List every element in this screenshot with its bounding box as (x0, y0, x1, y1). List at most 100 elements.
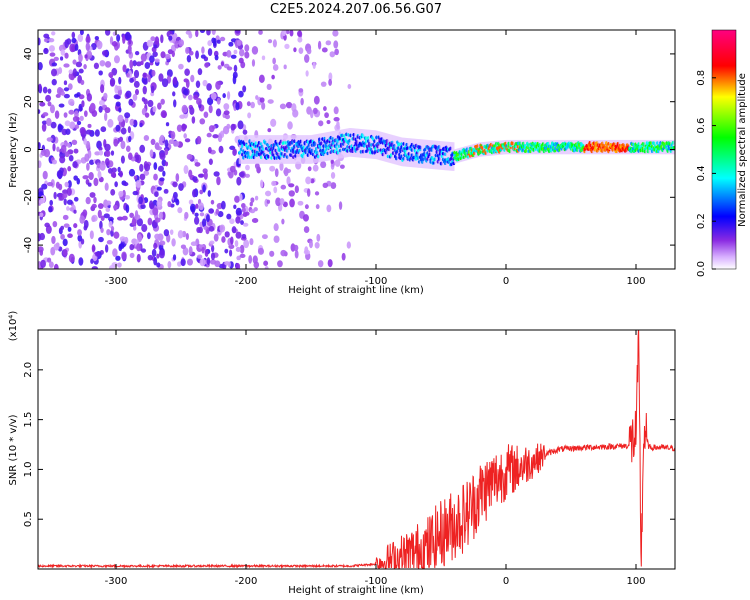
colorbar-tick-label: 0.6 (696, 118, 707, 134)
heatmap-cell (118, 136, 124, 142)
heatmap-cell (164, 148, 169, 156)
heatmap-cell (224, 114, 231, 120)
heatmap-cell (99, 220, 103, 230)
heatmap-cell (152, 105, 157, 113)
heatmap-cell (40, 259, 46, 268)
heatmap-halo (483, 141, 485, 157)
heatmap-cell (100, 84, 105, 94)
colorbar (711, 29, 737, 270)
heatmap-cell (127, 126, 131, 134)
heatmap-cell (122, 189, 126, 198)
heatmap-cell (296, 30, 302, 37)
heatmap-halo (313, 134, 316, 164)
heatmap-cell (207, 190, 211, 197)
heatmap-cell (250, 101, 255, 109)
heatmap-cell (58, 103, 65, 108)
heatmap-cell (188, 246, 193, 255)
heatmap-halo (389, 134, 392, 164)
heatmap-cell (199, 118, 206, 125)
heatmap-cell (49, 52, 56, 57)
heatmap-cell (208, 104, 213, 114)
heatmap-halo (365, 129, 368, 159)
heatmap-cell (79, 115, 84, 122)
heatmap-cell (312, 107, 318, 115)
heatmap-cell (80, 79, 85, 86)
heatmap-cell (64, 181, 69, 188)
heatmap-cell (43, 37, 48, 43)
heatmap-cell (63, 63, 70, 68)
heatmap-cell (272, 57, 276, 65)
heatmap-cell (318, 120, 324, 127)
heatmap-cell (210, 92, 217, 100)
heatmap-cell (181, 104, 188, 114)
heatmap-cell (142, 72, 147, 78)
heatmap-cell (54, 110, 60, 119)
heatmap-cell (281, 30, 287, 37)
heatmap-cell (73, 196, 79, 202)
heatmap-cell (151, 69, 156, 77)
heatmap-cell (242, 222, 249, 227)
heatmap-cell (152, 220, 157, 227)
bottom-axis-ticks: -300 -200 -100 0 100 0.5 1.0 1.5 2.0 (23, 330, 675, 587)
heatmap-cell (48, 206, 53, 213)
heatmap-cell (150, 36, 156, 42)
heatmap-cell (133, 80, 140, 88)
heatmap-cell (258, 74, 265, 84)
heatmap-cell (194, 212, 199, 217)
heatmap-cell (180, 258, 186, 267)
heatmap-cell (53, 56, 59, 61)
heatmap-cell (47, 257, 52, 263)
heatmap-cell (132, 60, 137, 67)
heatmap-cell (39, 101, 46, 107)
heatmap-halo (432, 140, 434, 170)
heatmap-cell (178, 39, 184, 47)
top-y-tick-label: 40 (23, 48, 34, 61)
heatmap-cell (164, 161, 169, 167)
heatmap-cell (136, 218, 143, 227)
heatmap-cell (67, 142, 71, 148)
heatmap-cell (315, 204, 320, 210)
heatmap-cell (199, 189, 204, 195)
heatmap-cell (207, 48, 213, 56)
heatmap-cell (104, 182, 109, 191)
heatmap-cell (56, 146, 60, 152)
heatmap-cell (333, 40, 339, 49)
colorbar-tick-label: 0.4 (696, 165, 707, 181)
heatmap-cell (320, 81, 327, 87)
heatmap-halo (238, 135, 241, 164)
heatmap-cell (347, 84, 352, 89)
heatmap-cell (246, 101, 251, 107)
heatmap-cell (74, 43, 79, 51)
heatmap-cell (136, 253, 141, 263)
heatmap-cell (105, 207, 111, 213)
heatmap-cell (266, 199, 271, 204)
heatmap-cell (247, 112, 252, 119)
heatmap-cell (160, 51, 166, 59)
heatmap-halo (293, 135, 296, 164)
top-x-tick-label: -100 (365, 276, 388, 287)
heatmap-cell (125, 145, 131, 152)
heatmap-halo (337, 130, 340, 159)
heatmap-cell (83, 64, 87, 70)
heatmap-cell (89, 102, 96, 112)
heatmap-cell (227, 261, 231, 268)
heatmap-cell (249, 238, 254, 246)
heatmap-cell (197, 68, 203, 76)
heatmap-cell (185, 47, 190, 54)
heatmap-cell (147, 254, 154, 261)
heatmap-cell (118, 107, 122, 113)
heatmap-halo (294, 135, 297, 164)
bottom-x-tick-label: 100 (626, 576, 645, 587)
heatmap-cell (159, 240, 166, 246)
heatmap-cell (272, 64, 279, 71)
heatmap-cell (222, 125, 230, 135)
heatmap-cell (235, 231, 242, 239)
heatmap-cell (235, 207, 242, 216)
heatmap-cell (167, 49, 173, 55)
colorbar-tick-label: 0.2 (696, 213, 707, 229)
heatmap-cell (141, 224, 148, 233)
heatmap-cell (210, 199, 215, 205)
heatmap-cell (98, 105, 103, 113)
colorbar-tick-label: 0.8 (696, 70, 707, 86)
heatmap-halo (445, 141, 448, 171)
